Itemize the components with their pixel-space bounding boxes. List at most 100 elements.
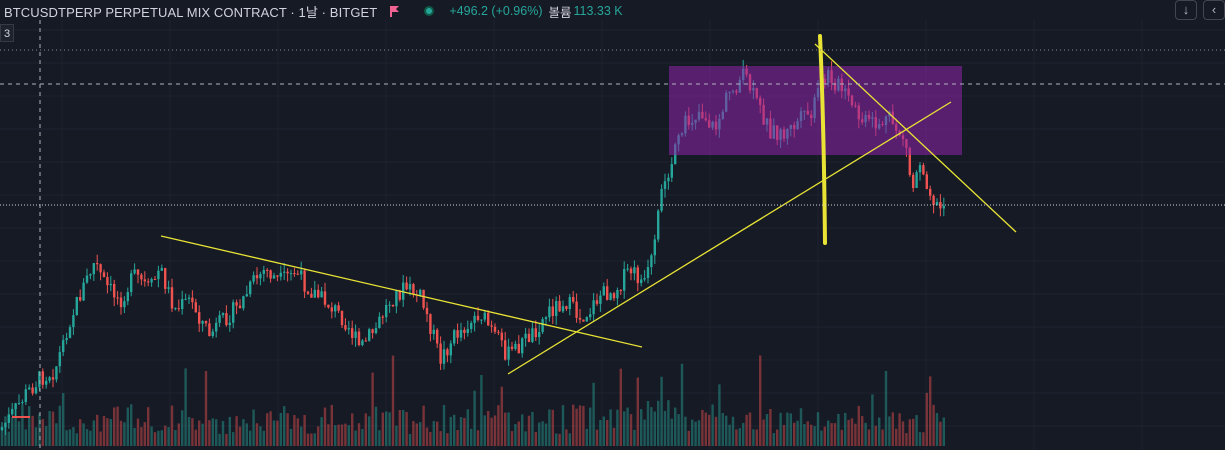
volume-bar-58 bbox=[198, 420, 201, 446]
volume-bar-170 bbox=[578, 405, 582, 446]
candle-body-8 bbox=[28, 387, 31, 390]
candle-body-164 bbox=[558, 301, 561, 312]
candle-body-156 bbox=[531, 328, 534, 342]
candle-body-77 bbox=[262, 269, 265, 274]
volume-bar-148 bbox=[504, 412, 507, 446]
volume-bar-121 bbox=[412, 421, 415, 446]
candle-body-98 bbox=[334, 305, 337, 312]
volume-label: 볼륨 bbox=[548, 5, 572, 20]
chevron-left-icon[interactable]: ‹ bbox=[1203, 0, 1225, 20]
volume-bar-76 bbox=[259, 426, 262, 446]
volume-bar-174 bbox=[592, 382, 595, 446]
candle-body-84 bbox=[286, 271, 289, 274]
volume-bar-192 bbox=[653, 411, 656, 446]
reference-lines bbox=[0, 20, 1225, 450]
candle-body-151 bbox=[514, 343, 517, 349]
volume-bar-71 bbox=[242, 419, 245, 446]
symbol-title[interactable]: BTCUSDTPERP PERPETUAL MIX CONTRACT · 1날 … bbox=[4, 4, 378, 20]
volume-bar-79 bbox=[269, 411, 272, 446]
candle-body-62 bbox=[211, 331, 214, 337]
candle-body-136 bbox=[463, 329, 466, 333]
descending-trendline bbox=[160, 235, 643, 348]
candle-body-111 bbox=[378, 316, 381, 329]
candle-body-145 bbox=[493, 326, 497, 332]
volume-bar-115 bbox=[391, 355, 395, 446]
candle-body-195 bbox=[663, 181, 667, 189]
volume-bar-33 bbox=[113, 407, 116, 446]
candle-body-184 bbox=[626, 268, 629, 270]
volume-bar-144 bbox=[490, 417, 493, 446]
candle-body-158 bbox=[538, 331, 541, 338]
volume-bar-45 bbox=[153, 432, 157, 446]
candle-body-267 bbox=[908, 147, 911, 175]
candle-body-69 bbox=[235, 302, 238, 306]
volume-bar-128 bbox=[436, 421, 439, 446]
volume-bar-223 bbox=[759, 355, 762, 446]
candle-body-11 bbox=[38, 371, 41, 388]
candle-body-30 bbox=[102, 272, 106, 278]
indicator-badge[interactable]: 3 bbox=[0, 24, 14, 42]
volume-bar-208 bbox=[708, 414, 711, 446]
candle-body-104 bbox=[354, 331, 357, 338]
candle-body-9 bbox=[31, 387, 34, 394]
candle-body-46 bbox=[157, 270, 160, 280]
volume-bar-272 bbox=[925, 392, 928, 446]
candle-body-64 bbox=[218, 315, 221, 323]
flag-icon[interactable] bbox=[389, 5, 400, 17]
candle-body-1 bbox=[4, 422, 7, 428]
candle-body-143 bbox=[487, 312, 490, 326]
candle-body-146 bbox=[497, 331, 500, 333]
volume-bar-54 bbox=[184, 368, 187, 446]
candle-body-49 bbox=[167, 287, 170, 289]
candle-body-121 bbox=[412, 284, 415, 295]
candle-body-44 bbox=[150, 279, 153, 283]
volume-bar-18 bbox=[62, 393, 65, 446]
volume-bar-232 bbox=[789, 413, 792, 446]
volume-bar-212 bbox=[721, 413, 724, 446]
volume-bar-35 bbox=[119, 420, 123, 446]
volume-bar-98 bbox=[334, 425, 337, 446]
volume-bar-246 bbox=[837, 413, 840, 446]
candle-body-142 bbox=[483, 312, 486, 320]
volume-bar-119 bbox=[405, 412, 408, 446]
volume-bar-145 bbox=[493, 415, 497, 446]
volume-bar-62 bbox=[211, 418, 214, 446]
ascending-trendline bbox=[507, 101, 952, 375]
drawings bbox=[160, 34, 1017, 375]
candle-body-117 bbox=[398, 290, 401, 300]
volume-bar-167 bbox=[568, 433, 571, 446]
volume-bar-124 bbox=[422, 405, 425, 446]
volume-bar-213 bbox=[725, 415, 728, 446]
volume-bar-210 bbox=[714, 416, 718, 446]
candle-body-154 bbox=[524, 333, 527, 339]
volume-bar-82 bbox=[279, 412, 282, 446]
candle-body-72 bbox=[245, 294, 248, 297]
arrow-down-icon[interactable]: ↓ bbox=[1175, 0, 1197, 20]
candle-body-59 bbox=[201, 320, 204, 324]
candle-body-42 bbox=[143, 279, 146, 282]
volume-bar-56 bbox=[191, 418, 194, 446]
volume-bar-120 bbox=[408, 433, 412, 446]
candle-body-20 bbox=[68, 327, 72, 339]
volume-bar-27 bbox=[92, 420, 95, 446]
volume-bar-273 bbox=[929, 376, 932, 446]
volume-bar-157 bbox=[534, 431, 537, 446]
volume-bar-80 bbox=[272, 420, 276, 446]
candle-body-56 bbox=[191, 297, 194, 303]
candle-body-54 bbox=[184, 298, 187, 300]
candle-body-157 bbox=[534, 328, 537, 338]
volume-bar-253 bbox=[861, 416, 864, 446]
volume-bar-41 bbox=[140, 427, 143, 446]
candle-body-52 bbox=[177, 308, 180, 310]
volume-bar-101 bbox=[344, 423, 347, 446]
candle-body-13 bbox=[45, 380, 48, 385]
volume-bar-187 bbox=[636, 377, 639, 446]
volume-bar-130 bbox=[442, 404, 446, 446]
candle-body-68 bbox=[232, 302, 235, 323]
candle-body-166 bbox=[565, 306, 568, 310]
candle-body-76 bbox=[259, 273, 262, 279]
volume-bar-23 bbox=[79, 419, 82, 446]
candle-body-106 bbox=[361, 340, 364, 346]
volume-bar-266 bbox=[905, 433, 908, 446]
